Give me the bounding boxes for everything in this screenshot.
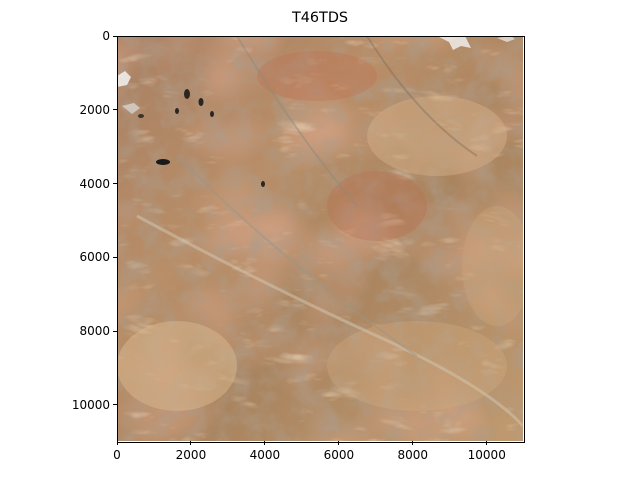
x-tick-label: 4000 xyxy=(249,448,281,462)
y-tick xyxy=(113,330,117,332)
y-tick-label: 2000 xyxy=(79,102,110,117)
x-tick-label: 6000 xyxy=(323,448,355,462)
y-tick xyxy=(113,256,117,258)
y-tick-label: 8000 xyxy=(79,324,110,339)
x-tick xyxy=(116,441,118,445)
x-tick-label: 0 xyxy=(113,448,121,462)
satellite-image xyxy=(117,36,523,441)
y-tick-label: 4000 xyxy=(79,176,110,191)
x-tick xyxy=(486,441,488,445)
x-tick xyxy=(264,441,266,445)
y-tick xyxy=(113,109,117,111)
plot-title: T46TDS xyxy=(291,10,349,26)
x-tick xyxy=(190,441,192,445)
y-tick-label: 6000 xyxy=(79,250,110,265)
x-tick xyxy=(338,441,340,445)
y-tick-label: 10000 xyxy=(71,397,110,412)
y-tick-label: 0 xyxy=(102,29,110,43)
x-tick xyxy=(412,441,414,445)
y-tick xyxy=(113,404,117,406)
y-tick xyxy=(113,35,117,37)
x-tick-label: 10000 xyxy=(467,448,506,462)
satellite-terrain-image xyxy=(117,36,523,441)
y-tick xyxy=(113,183,117,185)
x-tick-label: 2000 xyxy=(175,448,207,462)
x-tick-label: 8000 xyxy=(397,448,429,462)
